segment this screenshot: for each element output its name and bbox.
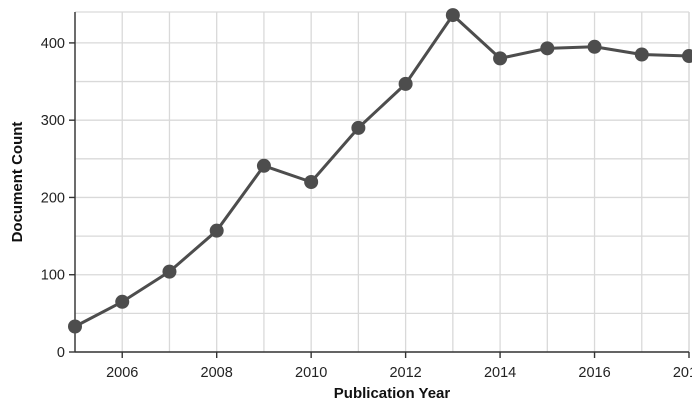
y-tick-label: 100 xyxy=(41,268,65,284)
y-tick-label: 400 xyxy=(41,36,65,52)
y-tick-label: 300 xyxy=(41,113,65,129)
data-point xyxy=(540,41,555,56)
data-point xyxy=(445,8,460,23)
y-tick-label: 0 xyxy=(57,345,65,361)
x-tick-label: 2006 xyxy=(106,365,138,381)
x-axis-ticks: 2006 2008 2010 2012 2014 2016 2018 xyxy=(106,352,692,381)
x-tick-label: 2008 xyxy=(201,365,233,381)
x-tick-label: 2010 xyxy=(295,365,327,381)
x-tick-label: 2016 xyxy=(578,365,610,381)
data-point xyxy=(398,76,413,91)
x-tick-label: 2018 xyxy=(673,365,692,381)
data-point xyxy=(209,223,224,238)
x-tick-label: 2014 xyxy=(484,365,516,381)
axes xyxy=(74,12,689,353)
data-point xyxy=(162,264,177,279)
series-line xyxy=(74,13,690,328)
x-axis-title: Publication Year xyxy=(334,385,451,402)
y-axis-title: Document Count xyxy=(9,122,26,243)
y-tick-label: 200 xyxy=(41,190,65,206)
data-point xyxy=(634,47,649,62)
x-tick-label: 2012 xyxy=(389,365,421,381)
data-point xyxy=(68,319,82,334)
data-point xyxy=(587,39,602,54)
data-point xyxy=(115,294,130,309)
data-point xyxy=(682,49,692,64)
y-axis-ticks: 0 100 200 300 400 xyxy=(41,36,75,361)
series-group xyxy=(68,8,692,334)
data-point xyxy=(256,158,271,173)
grid xyxy=(74,11,690,353)
data-point xyxy=(304,175,319,189)
data-point xyxy=(351,120,366,135)
data-point xyxy=(493,51,508,66)
